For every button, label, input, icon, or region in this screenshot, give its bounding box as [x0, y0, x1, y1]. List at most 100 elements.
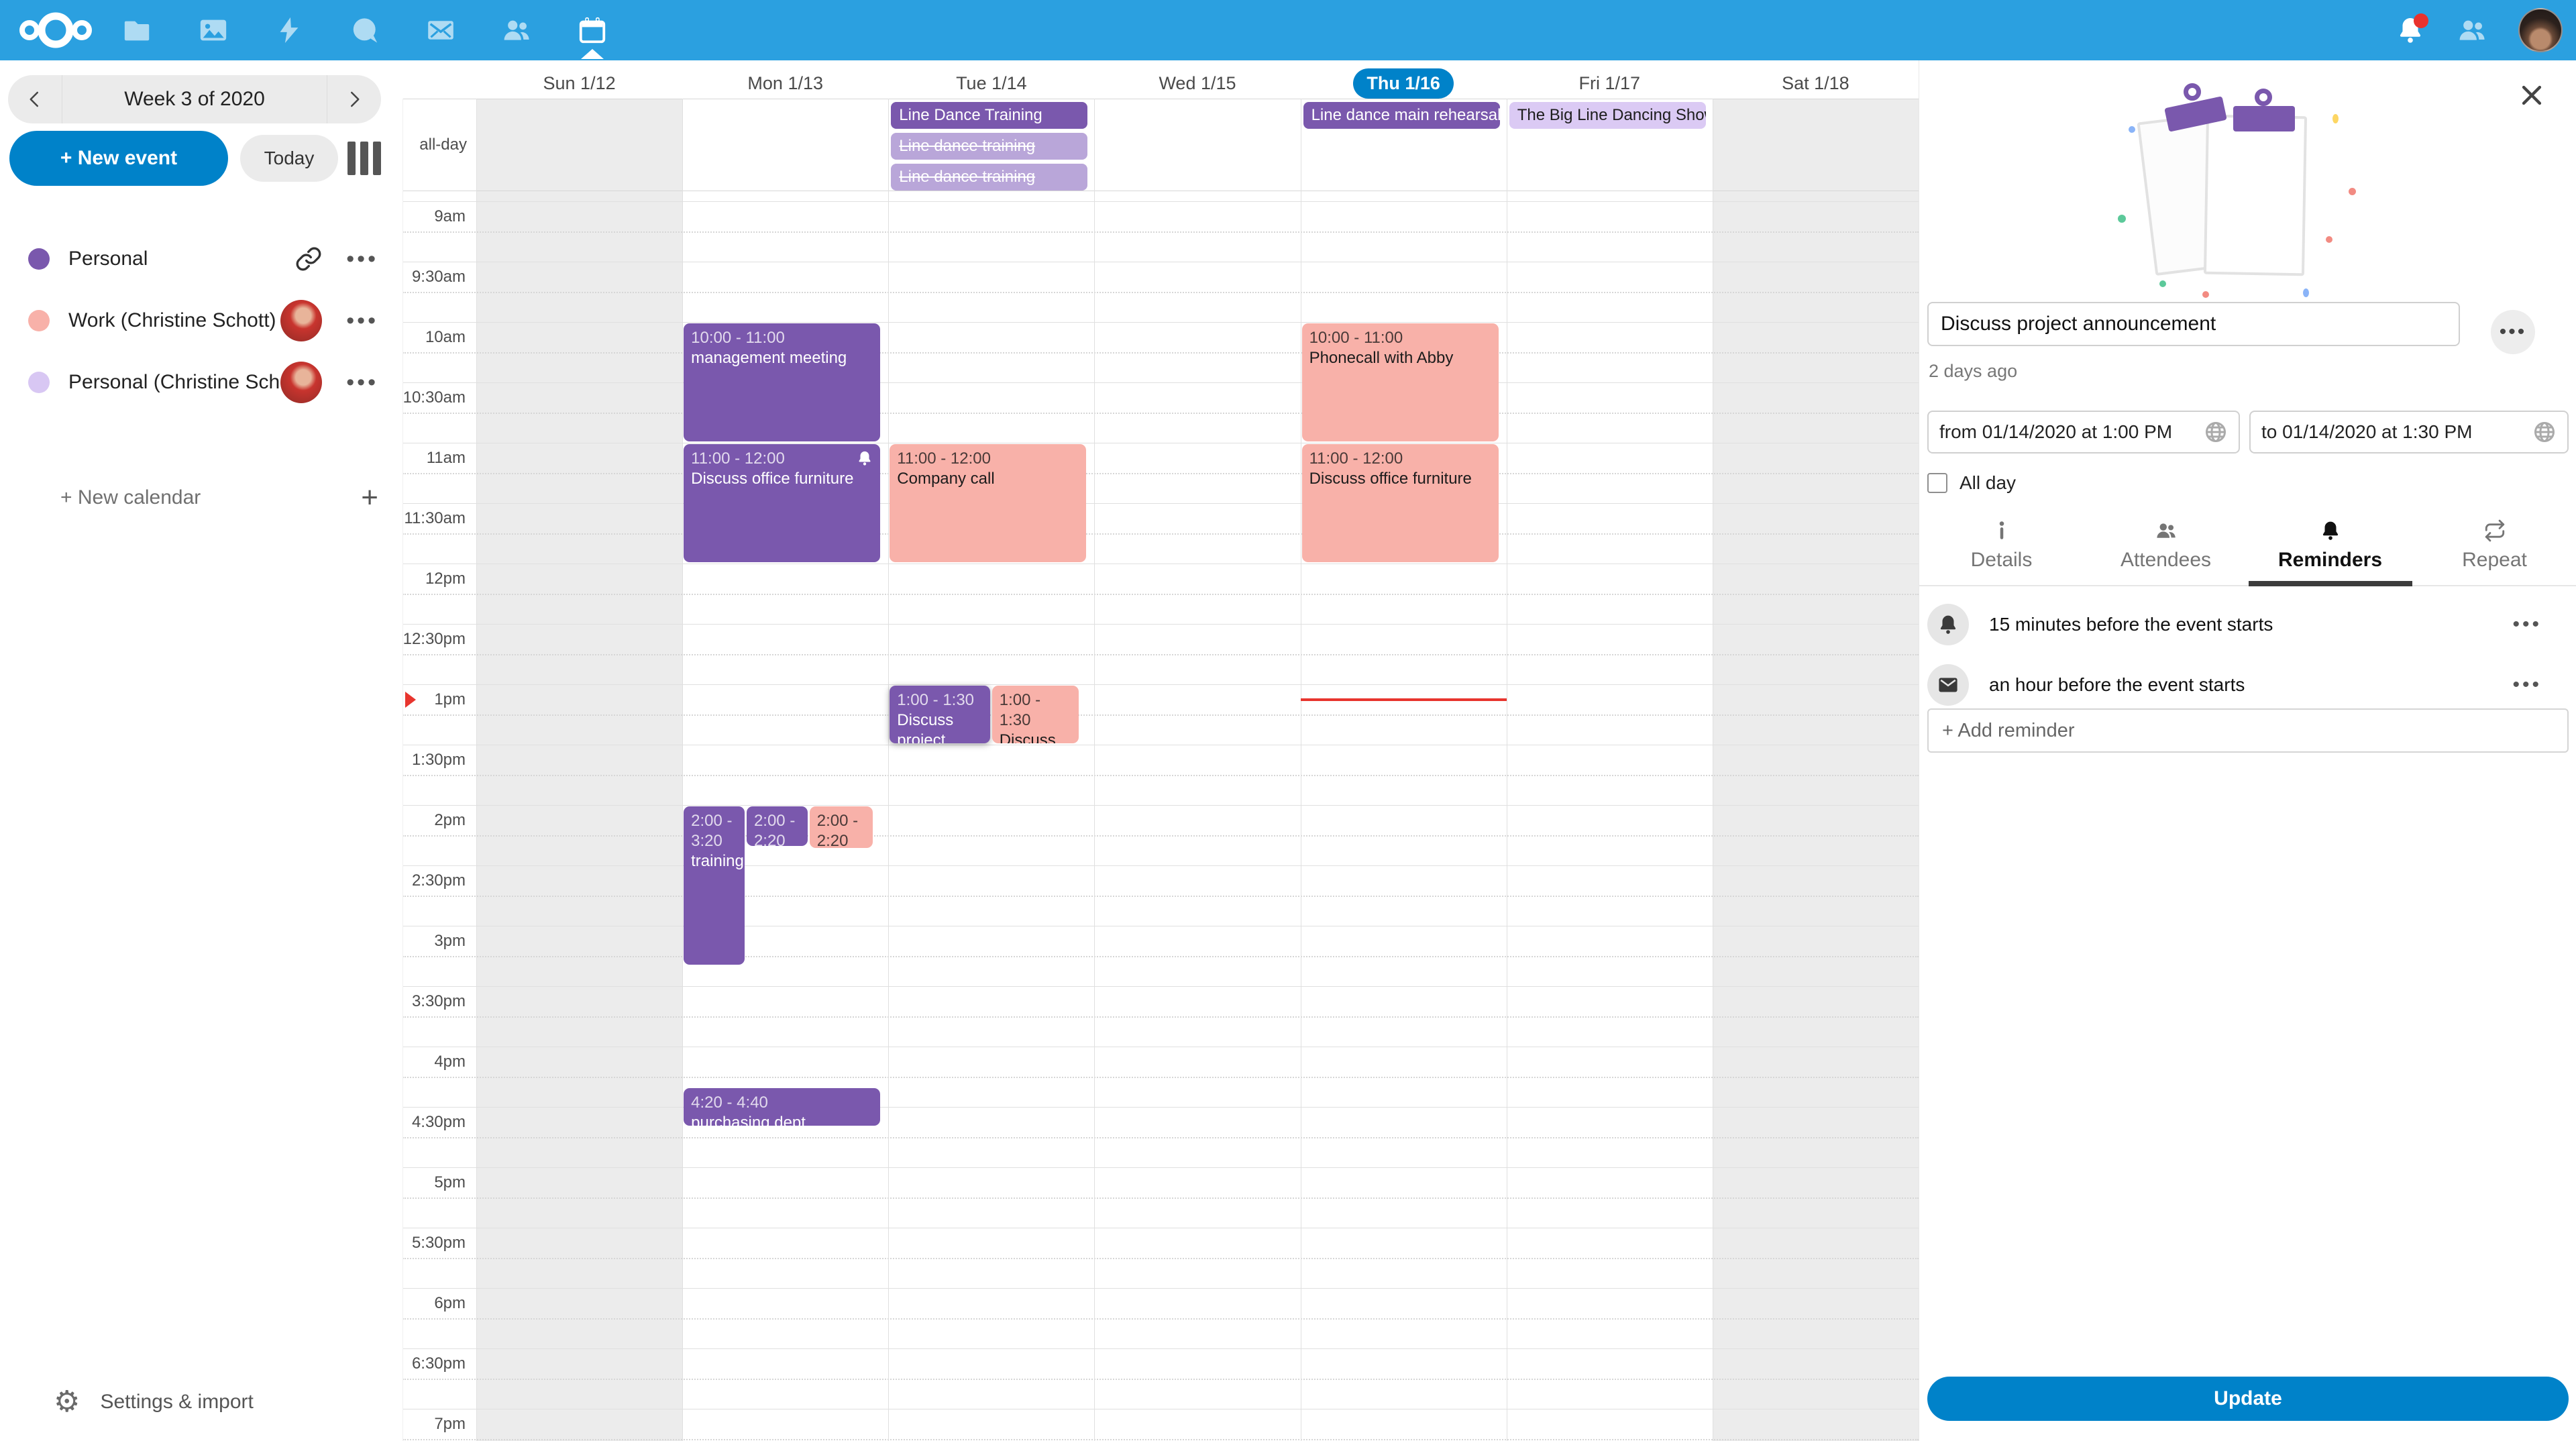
- nextcloud-logo[interactable]: [19, 11, 93, 50]
- app-contacts[interactable]: [500, 13, 533, 47]
- calendar-menu-dots[interactable]: •••: [346, 369, 378, 395]
- calendar-event[interactable]: 10:00 - 11:00 management meeting: [684, 323, 881, 441]
- day-header-mon[interactable]: Mon 1/13: [747, 72, 823, 93]
- event-time: 4:20 - 4:40: [691, 1093, 768, 1112]
- tab-label: Attendees: [2120, 549, 2212, 571]
- event-actions-menu[interactable]: •••: [2491, 310, 2535, 354]
- update-button[interactable]: Update: [1927, 1377, 2569, 1421]
- all-day-event[interactable]: Line dance training: [891, 133, 1088, 160]
- time-label: 4pm: [434, 1053, 466, 1071]
- time-label: 4:30pm: [411, 1113, 466, 1131]
- calendar-event[interactable]: 4:20 - 4:40 purchasing dept: [684, 1088, 881, 1126]
- quarter-gridline: [402, 352, 1919, 354]
- calendar-event[interactable]: 1:00 - 1:30 Discuss project: [991, 686, 1079, 743]
- tabs-divider: [1919, 585, 2576, 586]
- tab-repeat[interactable]: Repeat: [2412, 514, 2576, 585]
- time-label: 10am: [425, 328, 466, 346]
- calendar-event[interactable]: 2:00 - 3:20 training: [684, 806, 745, 965]
- calendar-trailing: [280, 362, 322, 403]
- event-title: Discuss office furniture: [1309, 470, 1472, 488]
- calendar-menu-dots[interactable]: •••: [346, 307, 378, 333]
- hour-gridline: [402, 1348, 1919, 1349]
- calendar-event[interactable]: 2:00 - 2:20check-in: [809, 806, 873, 848]
- app-files[interactable]: [121, 13, 154, 47]
- calendar-event[interactable]: 10:00 - 11:00 Phonecall with Abby: [1301, 323, 1499, 441]
- settings-import-button[interactable]: ⚙ Settings & import: [0, 1381, 402, 1424]
- user-avatar[interactable]: [2518, 8, 2563, 52]
- reminder-menu-dots[interactable]: •••: [2512, 613, 2542, 635]
- calendar-event[interactable]: 11:00 - 12:00 Discuss office furniture: [1301, 444, 1499, 562]
- all-day-event[interactable]: The Big Line Dancing Show: [1509, 102, 1706, 129]
- close-icon[interactable]: [2517, 81, 2546, 110]
- event-title: Discuss office furniture: [691, 470, 854, 488]
- calendar-menu-dots[interactable]: •••: [346, 246, 378, 272]
- week-navigation: Week 3 of 2020: [8, 75, 381, 123]
- notifications-bell-icon[interactable]: [2395, 13, 2428, 46]
- quarter-gridline: [402, 654, 1919, 655]
- all-day-event[interactable]: Line dance training: [891, 164, 1088, 191]
- quarter-gridline: [402, 1258, 1919, 1259]
- day-header-fri[interactable]: Fri 1/17: [1578, 72, 1641, 93]
- tab-details[interactable]: Details: [1919, 514, 2084, 585]
- new-calendar-button[interactable]: + New calendar +: [0, 468, 402, 527]
- app-navigation: [121, 0, 609, 60]
- event-time: 11:00 - 12:00: [691, 449, 785, 468]
- day-header-sun[interactable]: Sun 1/12: [543, 72, 616, 93]
- hour-gridline: [402, 1107, 1919, 1108]
- current-time-arrow: [405, 692, 416, 708]
- timezone-globe-icon[interactable]: [2532, 420, 2557, 444]
- share-link-icon[interactable]: [295, 246, 322, 272]
- new-event-button[interactable]: + New event: [9, 131, 228, 186]
- hour-gridline: [402, 201, 1919, 202]
- timezone-globe-icon[interactable]: [2204, 420, 2228, 444]
- all-day-event[interactable]: Line Dance Training: [891, 102, 1088, 129]
- tab-reminders[interactable]: Reminders: [2248, 514, 2412, 585]
- topbar-right: [2395, 0, 2563, 60]
- day-header-thu[interactable]: Thu 1/16: [1301, 67, 1507, 99]
- app-photos[interactable]: [197, 13, 230, 47]
- calendar-event[interactable]: 11:00 - 12:00 Company call: [890, 444, 1087, 562]
- left-sidebar: Week 3 of 2020 + New event Today Persona…: [0, 60, 402, 1441]
- sidebar-calendar-1[interactable]: Personal •••: [0, 228, 402, 290]
- calendar-event[interactable]: 11:00 - 12:00 Discuss office furniture: [684, 444, 881, 562]
- close-x-icon: [2522, 85, 2542, 105]
- quarter-gridline: [402, 896, 1919, 897]
- app-activity[interactable]: [272, 13, 306, 47]
- next-week-button[interactable]: [327, 75, 381, 123]
- all-day-event[interactable]: Line dance main rehearsal: [1303, 102, 1500, 129]
- view-mode-button[interactable]: [347, 141, 382, 176]
- quarter-gridline: [402, 533, 1919, 535]
- event-end-field[interactable]: to 01/14/2020 at 1:30 PM: [2249, 411, 2569, 453]
- time-label: 6:30pm: [411, 1354, 466, 1373]
- time-label: 10:30am: [402, 388, 466, 407]
- app-calendar[interactable]: [576, 13, 609, 59]
- quarter-gridline: [402, 413, 1919, 414]
- top-bar: [0, 0, 2576, 60]
- time-label: 6pm: [434, 1294, 466, 1312]
- app-talk[interactable]: [348, 13, 382, 47]
- reminder-menu-dots[interactable]: •••: [2512, 674, 2542, 696]
- reminder-item-2: an hour before the event starts •••: [1919, 655, 2576, 715]
- calendar-event[interactable]: 2:00 - 2:20check-in: [746, 806, 808, 846]
- tab-attendees[interactable]: Attendees: [2084, 514, 2248, 585]
- sidebar-calendar-2[interactable]: Work (Christine Schott) •••: [0, 290, 402, 352]
- day-header-sat[interactable]: Sat 1/18: [1782, 72, 1849, 93]
- day-header-tue[interactable]: Tue 1/14: [956, 72, 1027, 93]
- settings-label: Settings & import: [100, 1391, 254, 1413]
- event-time: 2:00 - 3:20: [691, 812, 733, 850]
- all-day-checkbox[interactable]: [1927, 473, 1947, 493]
- app-mail[interactable]: [424, 13, 458, 47]
- event-title: Discuss project: [999, 731, 1056, 743]
- week-label[interactable]: Week 3 of 2020: [124, 88, 265, 110]
- calendar-event[interactable]: 1:00 - 1:30 Discuss project announcement: [890, 686, 990, 743]
- all-day-toggle[interactable]: All day: [1927, 472, 2016, 494]
- add-reminder-button[interactable]: + Add reminder: [1927, 708, 2569, 753]
- previous-week-button[interactable]: [8, 75, 62, 123]
- event-title-input[interactable]: [1927, 302, 2460, 346]
- today-button[interactable]: Today: [240, 135, 338, 182]
- quarter-gridline: [402, 714, 1919, 716]
- sidebar-calendar-3[interactable]: Personal (Christine Scho… •••: [0, 352, 402, 413]
- contacts-menu-icon[interactable]: [2457, 15, 2487, 46]
- event-start-field[interactable]: from 01/14/2020 at 1:00 PM: [1927, 411, 2240, 453]
- day-header-wed[interactable]: Wed 1/15: [1159, 72, 1236, 93]
